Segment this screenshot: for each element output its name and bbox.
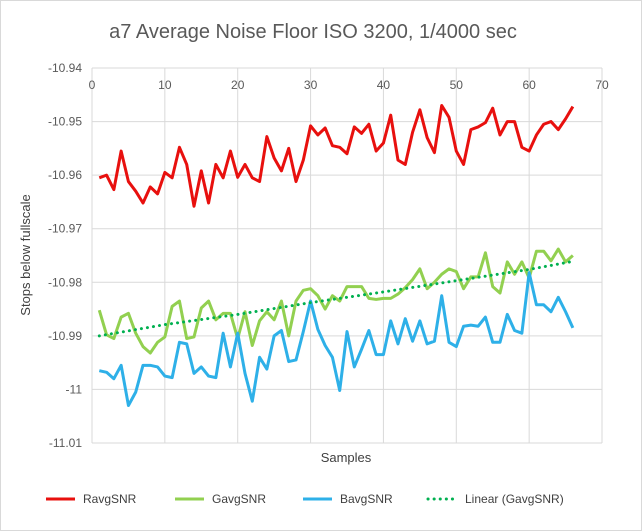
legend-label: GavgSNR [212, 492, 266, 506]
y-tick-label: -10.96 [48, 168, 82, 182]
x-tick-label: 40 [377, 78, 391, 92]
y-tick-label: -11.01 [49, 436, 82, 450]
y-tick-label: -10.99 [48, 329, 82, 343]
legend-label: RavgSNR [83, 492, 137, 506]
x-tick-label: 0 [89, 78, 96, 92]
x-tick-label: 10 [158, 78, 172, 92]
plot-area [97, 104, 575, 407]
x-tick-label: 70 [595, 78, 609, 92]
y-tick-labels: -10.94 -10.95 -10.96 -10.97 -10.98 -10.99 -11 -… [48, 61, 82, 450]
x-tick-label: 60 [522, 78, 536, 92]
y-tick-label: -11 [66, 382, 83, 396]
gridlines [91, 67, 603, 444]
y-axis-label: Stops below fullscale [18, 194, 33, 315]
chart-title: a7 Average Noise Floor ISO 3200, 1/4000 … [109, 21, 517, 43]
x-tick-label: 30 [304, 78, 318, 92]
y-tick-label: -10.98 [48, 275, 82, 289]
legend-label: Linear (GavgSNR) [465, 492, 564, 506]
y-tick-label: -10.94 [48, 61, 82, 75]
legend: RavgSNR GavgSNR BavgSNR Linear (GavgSNR) [46, 492, 564, 506]
series-line-bavgsnr [98, 271, 575, 407]
x-tick-label: 50 [450, 78, 464, 92]
series-line-linear-gavgsnr [97, 259, 575, 338]
x-tick-labels: 0 10 20 30 40 50 60 70 [89, 78, 609, 92]
y-tick-label: -10.95 [48, 115, 82, 129]
series-line-gavgsnr [97, 247, 574, 355]
series-line-ravgsnr [98, 104, 575, 208]
legend-label: BavgSNR [340, 492, 393, 506]
x-axis-label: Samples [321, 450, 372, 465]
y-tick-label: -10.97 [48, 222, 82, 236]
x-tick-label: 20 [231, 78, 245, 92]
